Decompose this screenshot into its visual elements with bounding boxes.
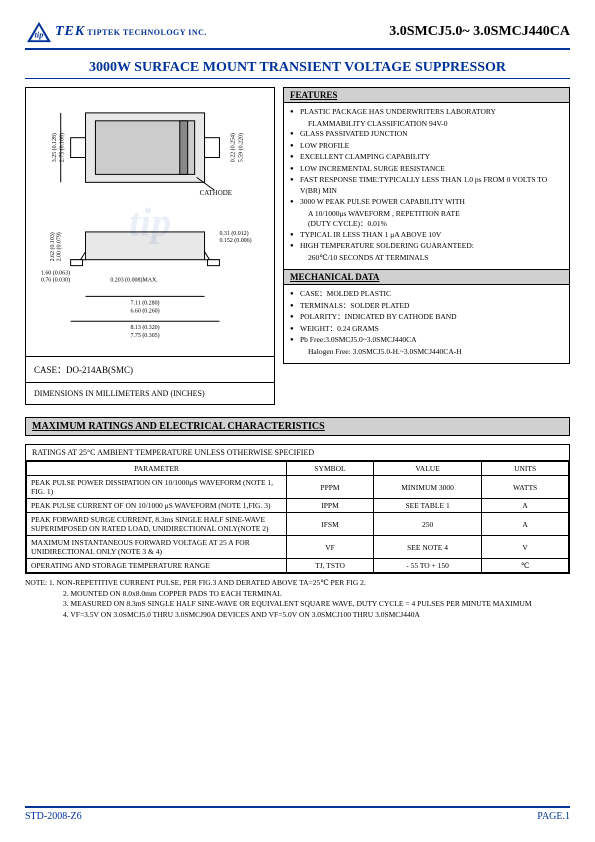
feature-item: (DUTY CYCLE)：0.01% xyxy=(290,219,563,230)
mechanical-list: CASE：MOLDED PLASTIC TERMINALS：SOLDER PLA… xyxy=(283,285,570,364)
feature-item: GLASS PASSIVATED JUNCTION xyxy=(290,129,563,140)
feature-item: PLASTIC PACKAGE HAS UNDERWRITERS LABORAT… xyxy=(290,107,563,118)
svg-text:8.13 (0.320): 8.13 (0.320) xyxy=(130,324,159,331)
diagram-column: tip CATHODE 3.25 (0.128) 2.75 (0.108) 0.… xyxy=(25,87,275,405)
ratings-header: MAXIMUM RATINGS AND ELECTRICAL CHARACTER… xyxy=(25,417,570,436)
mech-item: CASE：MOLDED PLASTIC xyxy=(290,289,563,300)
header: tip TEK TIPTEK TECHNOLOGY INC. 3.0SMCJ5.… xyxy=(25,20,570,50)
notes-label: NOTE: xyxy=(25,578,47,587)
svg-text:0.76 (0.030): 0.76 (0.030) xyxy=(41,277,70,284)
feature-item: A 10/1000μs WAVEFORM , REPETITION RATE xyxy=(290,209,563,220)
svg-text:2.62 (0.103): 2.62 (0.103) xyxy=(49,232,56,261)
case-label: CASE：DO-214AB(SMC) xyxy=(25,357,275,383)
footer: STD-2008-Z6 PAGE.1 xyxy=(25,806,570,822)
col-value: VALUE xyxy=(373,462,481,476)
svg-text:0.152 (0.006): 0.152 (0.006) xyxy=(219,237,251,244)
features-header: FEATURES xyxy=(283,87,570,103)
mech-item: Halogen Free: 3.0SMCJ5.0-H.~3.0SMCJ440CA… xyxy=(290,347,563,358)
table-row: PEAK FORWARD SURGE CURRENT, 8.3ms SINGLE… xyxy=(27,513,569,536)
svg-text:2.75 (0.108): 2.75 (0.108) xyxy=(59,133,66,162)
svg-text:tip: tip xyxy=(35,31,44,40)
col-parameter: PARAMETER xyxy=(27,462,287,476)
notes: NOTE: 1. NON-REPETITIVE CURRENT PULSE, P… xyxy=(25,578,570,620)
feature-item: FAST RESPONSE TIME:TYPICALLY LESS THAN 1… xyxy=(290,175,563,196)
table-row: PEAK PULSE CURRENT OF ON 10/1000 μS WAVE… xyxy=(27,499,569,513)
svg-text:7.11 (0.280): 7.11 (0.280) xyxy=(131,299,160,306)
col-symbol: SYMBOL xyxy=(287,462,374,476)
mech-item: TERMINALS：SOLDER PLATED xyxy=(290,301,563,312)
svg-text:3.25 (0.128): 3.25 (0.128) xyxy=(51,133,58,162)
features-list: PLASTIC PACKAGE HAS UNDERWRITERS LABORAT… xyxy=(283,103,570,270)
feature-item: FLAMMABILITY CLASSIFICATION 94V-0 xyxy=(290,119,563,130)
logo-area: tip TEK TIPTEK TECHNOLOGY INC. xyxy=(25,20,207,44)
main-title: 3000W SURFACE MOUNT TRANSIENT VOLTAGE SU… xyxy=(25,60,570,79)
note-line: 4. VF=3.5V ON 3.0SMCJ5.0 THRU 3.0SMCJ90A… xyxy=(25,610,570,621)
mech-item: WEIGHT：0.24 GRAMS xyxy=(290,324,563,335)
note-line: 3. MEASURED ON 8.3mS SINGLE HALF SINE-WA… xyxy=(25,599,570,610)
svg-text:CATHODE: CATHODE xyxy=(200,189,232,197)
top-section: tip CATHODE 3.25 (0.128) 2.75 (0.108) 0.… xyxy=(25,87,570,405)
mechanical-header: MECHANICAL DATA xyxy=(283,270,570,285)
ratings-condition: RATINGS AT 25°C AMBIENT TEMPERATURE UNLE… xyxy=(26,445,569,461)
ratings-box: RATINGS AT 25°C AMBIENT TEMPERATURE UNLE… xyxy=(25,444,570,574)
dimension-drawing: CATHODE 3.25 (0.128) 2.75 (0.108) 0.22 (… xyxy=(26,88,274,356)
feature-item: EXCELLENT CLAMPING CAPABILITY xyxy=(290,152,563,163)
col-units: UNITS xyxy=(482,462,569,476)
feature-item: HIGH TEMPERATURE SOLDERING GUARANTEED: xyxy=(290,241,563,252)
note-line: 2. MOUNTED ON 8.0x8.0mm COPPER PADS TO E… xyxy=(25,589,570,600)
company-name: TIPTEK TECHNOLOGY INC. xyxy=(87,28,207,37)
svg-text:2.00 (0.079): 2.00 (0.079) xyxy=(56,232,63,261)
svg-text:5.59 (0.220): 5.59 (0.220) xyxy=(237,133,244,162)
svg-text:0.203 (0.008)MAX.: 0.203 (0.008)MAX. xyxy=(110,277,158,284)
svg-text:0.31 (0.012): 0.31 (0.012) xyxy=(219,230,248,237)
svg-text:7.75 (0.305): 7.75 (0.305) xyxy=(130,332,159,339)
svg-text:0.22 (0.254): 0.22 (0.254) xyxy=(229,133,236,162)
feature-item: TYPICAL IR LESS THAN 1 μA ABOVE 10V xyxy=(290,230,563,241)
feature-item: 3000 W PEAK PULSE POWER CAPABILITY WITH xyxy=(290,197,563,208)
mech-item: POLARITY：INDICATED BY CATHODE BAND xyxy=(290,312,563,323)
svg-text:1.60 (0.063): 1.60 (0.063) xyxy=(41,270,70,277)
table-row: OPERATING AND STORAGE TEMPERATURE RANGE … xyxy=(27,559,569,573)
specs-column: FEATURES PLASTIC PACKAGE HAS UNDERWRITER… xyxy=(283,87,570,405)
mech-item: Pb Free:3.0SMCJ5.0~3.0SMCJ440CA xyxy=(290,335,563,346)
feature-item: 260℃/10 SECONDS AT TERMINALS xyxy=(290,253,563,264)
table-row: PEAK PULSE POWER DISSIPATION ON 10/1000μ… xyxy=(27,476,569,499)
logo-tek: TEK xyxy=(55,24,85,39)
package-diagram: tip CATHODE 3.25 (0.128) 2.75 (0.108) 0.… xyxy=(25,87,275,357)
feature-item: LOW INCREMENTAL SURGE RESISTANCE xyxy=(290,164,563,175)
note-line: 1. NON-REPETITIVE CURRENT PULSE, PER FIG… xyxy=(49,578,366,587)
part-number-range: 3.0SMCJ5.0~ 3.0SMCJ440CA xyxy=(389,24,570,40)
table-row: MAXIMUM INSTANTANEOUS FORWARD VOLTAGE AT… xyxy=(27,536,569,559)
page-number: PAGE.1 xyxy=(537,811,570,822)
logo-icon: tip xyxy=(25,20,53,44)
doc-id: STD-2008-Z6 xyxy=(25,811,82,822)
svg-text:6.60 (0.260): 6.60 (0.260) xyxy=(130,307,159,314)
ratings-table: PARAMETER SYMBOL VALUE UNITS PEAK PULSE … xyxy=(26,461,569,573)
feature-item: LOW PROFILE xyxy=(290,141,563,152)
dimensions-label: DIMENSIONS IN MILLIMETERS AND (INCHES) xyxy=(25,383,275,405)
